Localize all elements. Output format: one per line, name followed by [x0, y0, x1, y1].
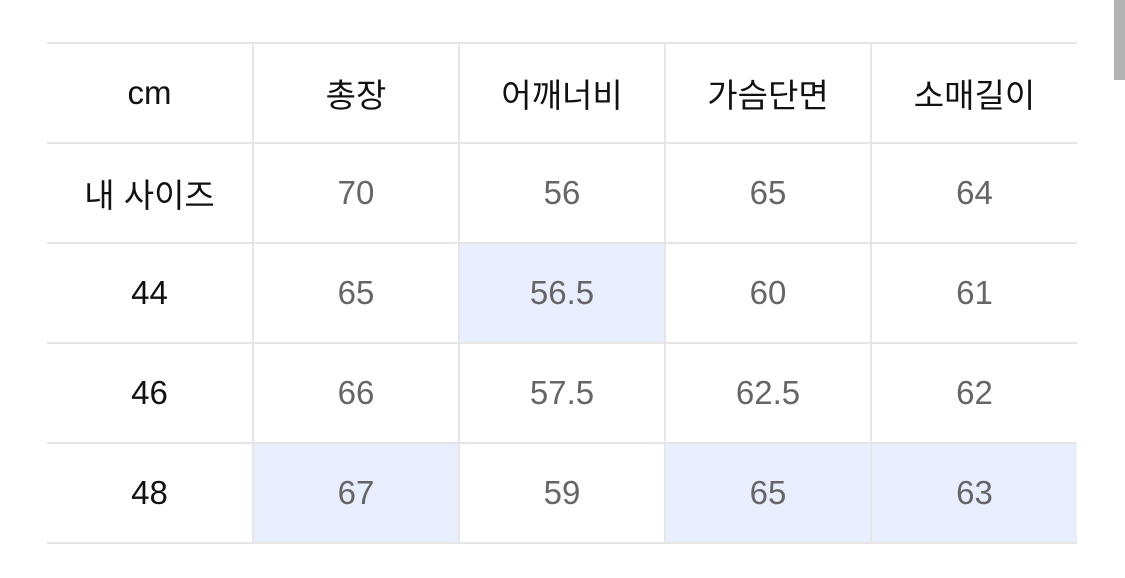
row-label: 44	[47, 242, 254, 344]
table-row: 46 66 57.5 62.5 62	[47, 342, 1077, 444]
header-row: cm 총장 어깨너비 가슴단면 소매길이	[47, 42, 1077, 144]
size-value-cell: 62.5	[664, 342, 872, 444]
header-total-length: 총장	[252, 42, 460, 144]
size-value-cell: 61	[870, 242, 1077, 344]
table-row: 내 사이즈 70 56 65 64	[47, 142, 1077, 244]
size-value-cell: 62	[870, 342, 1077, 444]
size-table: cm 총장 어깨너비 가슴단면 소매길이 내 사이즈 70 56 65 64 44 65 56…	[47, 42, 1077, 544]
size-value-cell: 59	[458, 442, 666, 544]
size-value-cell: 57.5	[458, 342, 666, 444]
header-unit: cm	[47, 42, 254, 144]
header-sleeve-length: 소매길이	[870, 42, 1077, 144]
size-value-cell: 65	[252, 242, 460, 344]
row-label: 내 사이즈	[47, 142, 254, 244]
header-shoulder-width: 어깨너비	[458, 42, 666, 144]
row-label: 48	[47, 442, 254, 544]
table-row: 44 65 56.5 60 61	[47, 242, 1077, 344]
table-row: 48 67 59 65 63	[47, 442, 1077, 544]
size-value-cell: 67	[252, 442, 460, 544]
size-value-cell: 63	[870, 442, 1077, 544]
size-value-cell: 65	[664, 142, 872, 244]
size-value-cell: 56.5	[458, 242, 666, 344]
size-value-cell: 64	[870, 142, 1077, 244]
size-value-cell: 66	[252, 342, 460, 444]
size-value-cell: 65	[664, 442, 872, 544]
scrollbar[interactable]	[1114, 0, 1125, 80]
row-label: 46	[47, 342, 254, 444]
size-value-cell: 56	[458, 142, 666, 244]
size-value-cell: 60	[664, 242, 872, 344]
header-chest-width: 가슴단면	[664, 42, 872, 144]
size-value-cell: 70	[252, 142, 460, 244]
